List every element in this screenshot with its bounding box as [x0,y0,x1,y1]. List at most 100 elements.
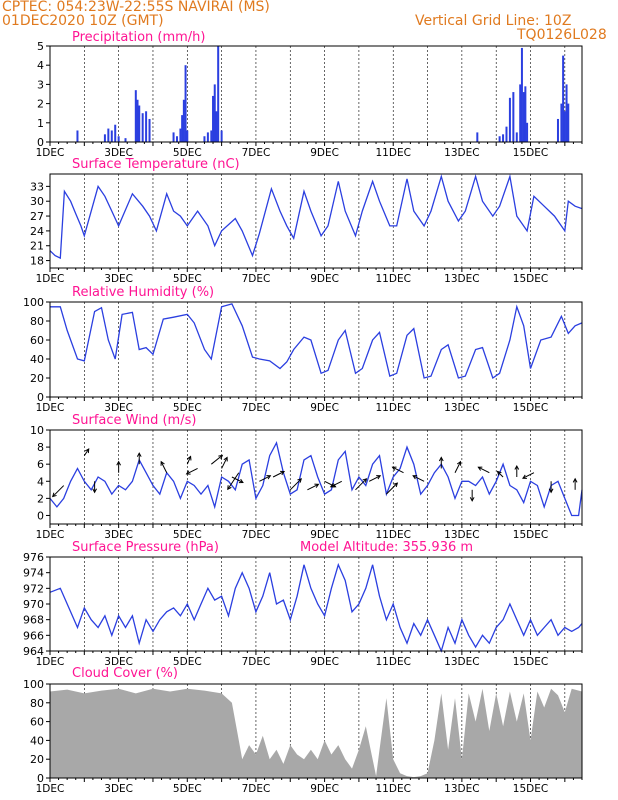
y-tick-label: 972 [23,582,44,595]
wind-arrow-head [412,475,418,480]
x-tick-label: 1DEC [36,529,65,541]
precip-bar [565,84,568,142]
precip-bar [515,132,518,142]
x-tick-label: 3DEC [104,402,133,414]
wind-arrow-head [314,483,320,488]
precip-bar [560,103,563,142]
x-tick-label: 13DEC [444,147,479,159]
wind-arrow-head [376,475,382,480]
y-tick-label: 3 [37,78,44,91]
precip-bar [138,105,141,142]
x-tick-label: 13DEC [444,273,479,285]
wind-arrow [572,477,578,490]
y-tick-label: 2 [37,492,44,505]
wind-arrow-shaft [392,466,404,474]
precip-bar [206,132,209,142]
x-tick-label: 9DEC [310,656,339,668]
y-tick-label: 20 [30,372,44,385]
x-tick-label: 1DEC [36,402,65,414]
wind-arrow [116,460,122,473]
panel-title: Surface Wind (m/s) [72,413,196,428]
wind-arrow-shaft [83,448,90,456]
x-tick-label: 15DEC [513,273,548,285]
wind-arrow-head [51,492,57,498]
y-tick-label: 30 [30,195,44,208]
wind-arrow [438,456,444,469]
plot-area [50,46,582,142]
wind-arrow-shaft [186,456,192,465]
x-tick-label: 9DEC [310,273,339,285]
wind-arrow [329,480,342,488]
wind-arrow-head [572,477,578,483]
y-tick-label: 6 [37,458,44,471]
wind-arrow [92,481,97,494]
x-tick-label: 5DEC [173,656,202,668]
y-tick-label: 18 [30,255,44,268]
precip-bar [203,136,206,142]
precip-bar [145,111,148,142]
precip-bar [114,124,117,142]
x-tick-label: 13DEC [444,402,479,414]
wind-arrow [412,475,425,482]
wind-arrow-shaft [227,472,240,490]
x-tick-label: 5DEC [173,529,202,541]
y-tick-label: 20 [30,753,44,766]
x-tick-label: 5DEC [173,273,202,285]
y-tick-label: 5 [37,40,44,53]
precip-bar [524,86,527,142]
panel-pressure: 964 966 968 970 972 974 976 1DEC 3DEC 5DEC 7DEC 9DE… [23,540,583,668]
y-tick-label: 964 [23,645,44,658]
x-tick-label: 11DEC [376,656,411,668]
wind-arrow-shaft [386,482,398,495]
plot-area [50,302,582,397]
wind-arrow [477,466,490,474]
wind-arrow [83,448,90,456]
wind-arrow-shaft [221,457,228,469]
wind-arrow-head [362,478,368,483]
y-tick-label: 80 [30,697,44,710]
wind-arrow-shaft [324,480,336,488]
y-tick-label: 970 [23,598,44,611]
y-tick-label: 80 [30,315,44,328]
wind-arrow-shaft [52,485,65,497]
wind-arrow-head [514,464,520,470]
wind-arrow-head [469,497,475,502]
wind-arrow-head [393,482,399,488]
panel-subtitle: Model Altitude: 355.936 m [300,540,473,555]
wind-arrow-head [329,483,335,488]
wind-arrow-shaft [412,475,425,482]
plot-area [50,174,582,268]
cloud-area [50,688,582,778]
wind-arrow-head [391,466,397,471]
precip-bar [562,55,565,142]
wind-arrow [160,460,168,473]
precip-bar [476,132,479,142]
wind-arrow [469,489,475,502]
wind-arrow-head [238,478,244,484]
wind-arrow-head [438,456,444,462]
x-tick-label: 9DEC [310,529,339,541]
wind-arrow [307,483,320,491]
wind-arrow-shaft [355,478,367,491]
wind-arrow [454,460,462,473]
precip-bar [519,84,522,142]
wind-arrow-shaft [368,475,381,482]
wind-arrow-head [160,460,165,466]
x-tick-label: 13DEC [444,783,479,795]
x-tick-label: 3DEC [104,783,133,795]
y-tick-label: 1 [37,117,44,130]
wind-arrow-shaft [497,471,504,478]
x-tick-label: 9DEC [310,147,339,159]
panel-title: Surface Pressure (hPa) [72,540,219,555]
x-tick-label: 3DEC [104,529,133,541]
wind-arrow-shaft [522,472,535,479]
model-header: TQ0126L028 [517,27,607,43]
y-tick-label: 2 [37,98,44,111]
precip-bar [117,136,120,142]
x-tick-label: 1DEC [36,783,65,795]
precip-bar [184,65,187,142]
x-tick-label: 3DEC [104,656,133,668]
precip-bar [526,122,529,142]
panel-temperature: 18 21 24 27 30 33 1DEC 3DEC 5DEC 7DEC 9DEC 11DEC 13D… [30,157,583,285]
